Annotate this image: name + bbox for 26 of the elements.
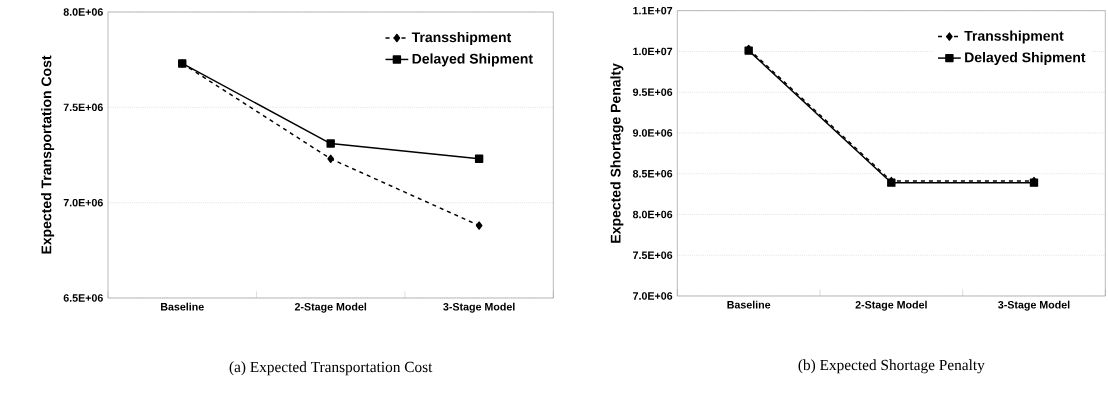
text: (a) Expected Transportation Cost bbox=[229, 361, 433, 376]
y-tick-label: 9.5E+06 bbox=[632, 88, 673, 96]
y-tick-label: 8.0E+06 bbox=[63, 8, 103, 16]
y-axis-title: Expected Transportation Cost bbox=[41, 55, 55, 254]
legend-label: Delayed Shipment bbox=[412, 53, 533, 67]
text: (b) Expected Shortage Penalty bbox=[798, 359, 985, 374]
x-tick-label: 2-Stage Model bbox=[294, 302, 367, 313]
legend-label: Transshipment bbox=[411, 31, 512, 45]
legend-label: Transshipment bbox=[964, 30, 1064, 44]
x-tick-label: Baseline bbox=[727, 300, 771, 309]
x-tick-label: Baseline bbox=[161, 302, 204, 311]
legend-label: Delayed Shipment bbox=[965, 52, 1086, 66]
y-tick-label: 7.0E+06 bbox=[633, 292, 673, 300]
y-tick-label: 8.0E+06 bbox=[632, 210, 673, 219]
x-tick-label: 3-Stage Model bbox=[443, 302, 515, 313]
y-tick-label: 7.5E+06 bbox=[633, 251, 673, 260]
y-axis-title: Expected Shortage Penalty bbox=[610, 63, 624, 243]
y-tick-label: 7.0E+06 bbox=[63, 198, 103, 207]
y-tick-label: 1.1E+07 bbox=[633, 6, 673, 15]
x-tick-label: 2-Stage Model bbox=[855, 300, 927, 311]
x-tick-label: 3-Stage Model bbox=[998, 300, 1070, 311]
y-tick-label: 8.5E+06 bbox=[632, 169, 673, 178]
y-tick-label: 6.5E+06 bbox=[63, 294, 103, 302]
y-tick-label: 9.0E+06 bbox=[632, 129, 673, 137]
y-tick-label: 1.0E+07 bbox=[633, 47, 673, 56]
y-tick-label: 7.5E+06 bbox=[63, 103, 103, 112]
